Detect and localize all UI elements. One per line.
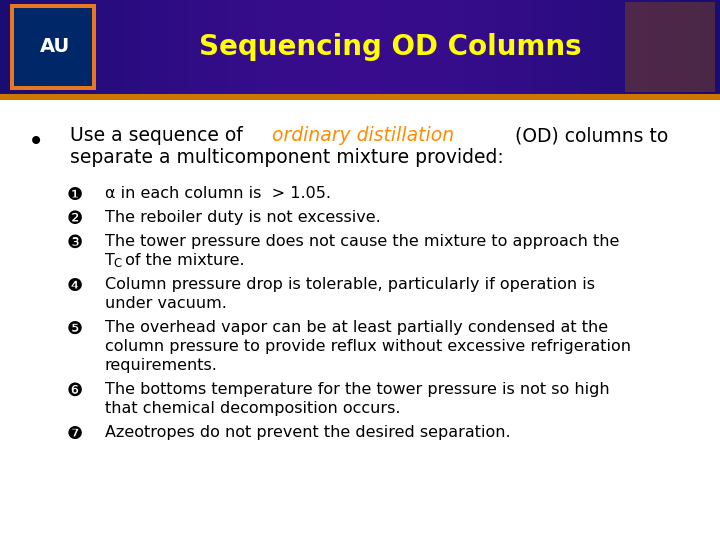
Bar xyxy=(625,2,715,92)
Text: The overhead vapor can be at least partially condensed at the: The overhead vapor can be at least parti… xyxy=(105,320,608,335)
Text: The tower pressure does not cause the mixture to approach the: The tower pressure does not cause the mi… xyxy=(105,234,619,249)
Bar xyxy=(0,100,720,540)
Text: ❸: ❸ xyxy=(67,234,83,252)
Text: ❺: ❺ xyxy=(67,320,83,338)
Text: requirements.: requirements. xyxy=(105,358,218,373)
Text: ❼: ❼ xyxy=(67,425,83,443)
Text: of the mixture.: of the mixture. xyxy=(120,253,245,268)
Text: α in each column is  > 1.05.: α in each column is > 1.05. xyxy=(105,186,331,201)
Text: ❷: ❷ xyxy=(67,210,83,228)
Text: The bottoms temperature for the tower pressure is not so high: The bottoms temperature for the tower pr… xyxy=(105,382,610,397)
Text: T: T xyxy=(105,253,115,268)
Text: that chemical decomposition occurs.: that chemical decomposition occurs. xyxy=(105,401,400,416)
Text: under vacuum.: under vacuum. xyxy=(105,296,227,311)
Text: Use a sequence of: Use a sequence of xyxy=(70,126,248,145)
Text: AU: AU xyxy=(40,37,70,57)
Text: C: C xyxy=(113,257,122,270)
Text: The reboiler duty is not excessive.: The reboiler duty is not excessive. xyxy=(105,210,381,225)
Text: Sequencing OD Columns: Sequencing OD Columns xyxy=(199,33,581,61)
Bar xyxy=(14,8,92,86)
Text: column pressure to provide reflux without excessive refrigeration: column pressure to provide reflux withou… xyxy=(105,339,631,354)
Text: •: • xyxy=(28,128,44,156)
Text: ❹: ❹ xyxy=(67,277,83,295)
Bar xyxy=(10,4,96,90)
Text: separate a multicomponent mixture provided:: separate a multicomponent mixture provid… xyxy=(70,148,504,167)
Text: Column pressure drop is tolerable, particularly if operation is: Column pressure drop is tolerable, parti… xyxy=(105,277,595,292)
Text: Azeotropes do not prevent the desired separation.: Azeotropes do not prevent the desired se… xyxy=(105,425,510,440)
Text: ordinary distillation: ordinary distillation xyxy=(272,126,454,145)
Text: ❻: ❻ xyxy=(67,382,83,400)
Bar xyxy=(0,94,720,100)
Text: (OD) columns to: (OD) columns to xyxy=(509,126,668,145)
Text: ❶: ❶ xyxy=(67,186,83,204)
